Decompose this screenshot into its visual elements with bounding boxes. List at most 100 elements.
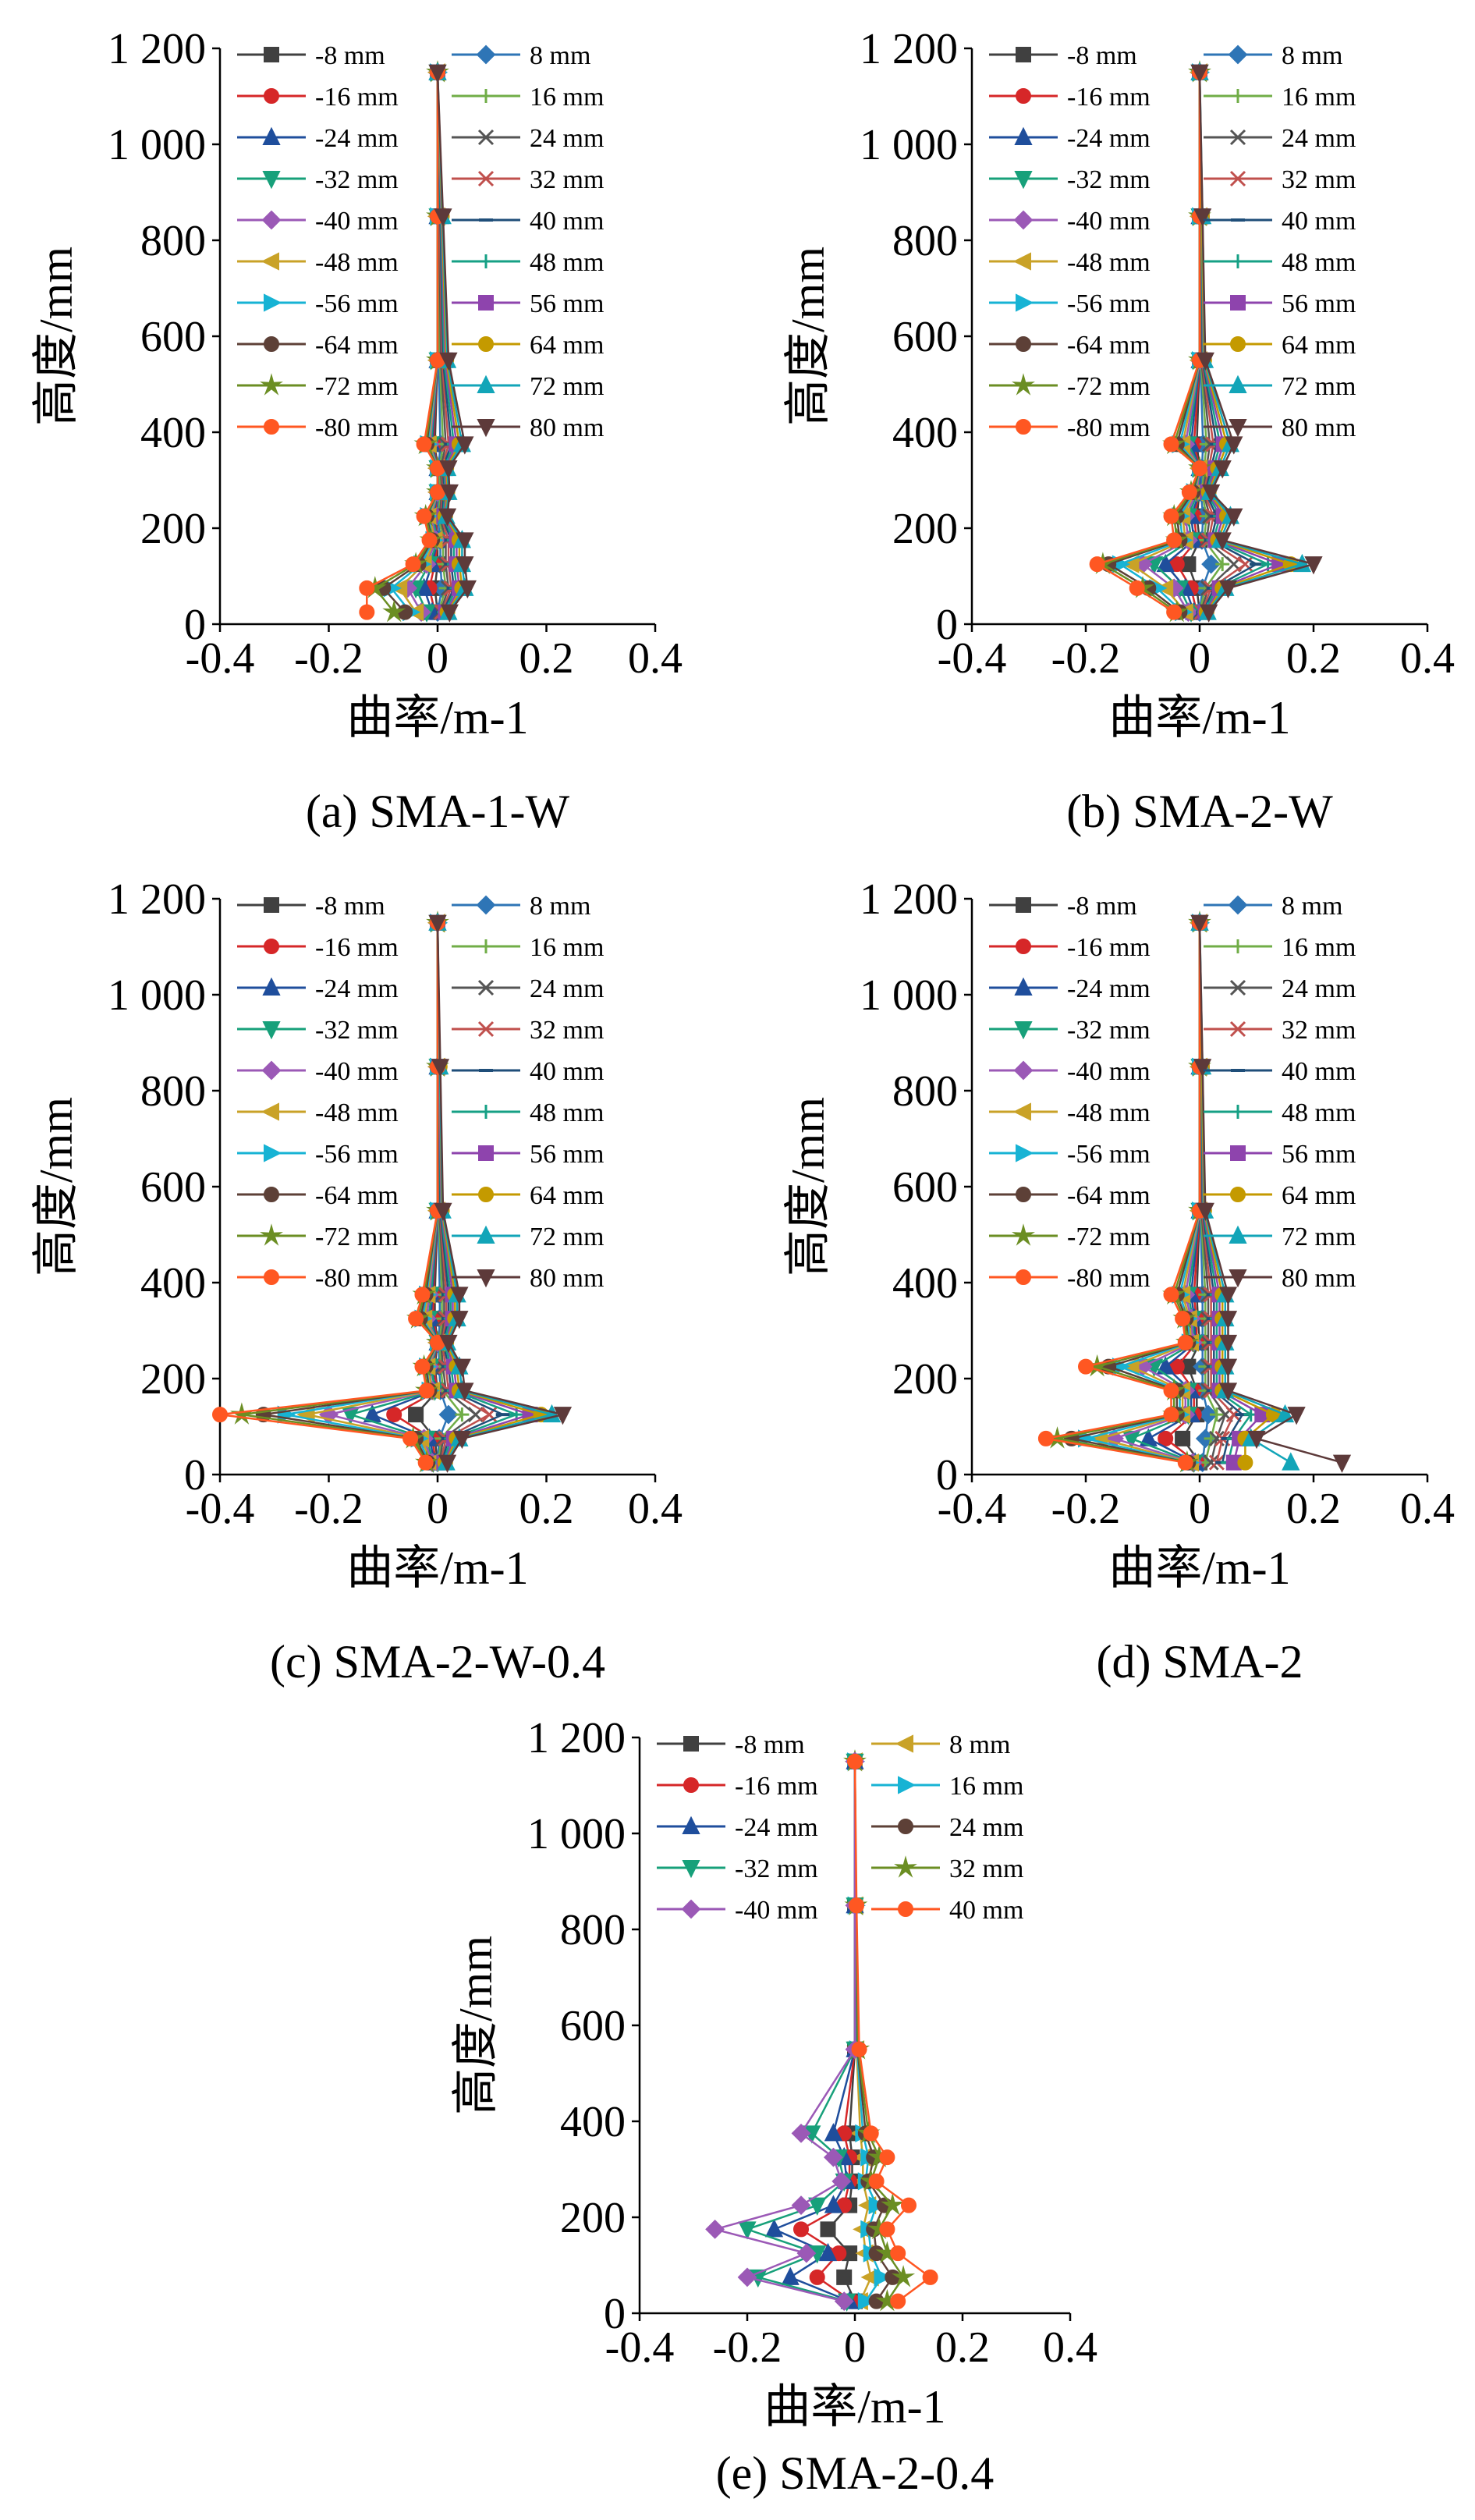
legend-item: -72 mm [237, 372, 399, 401]
legend-item: 16 mm [871, 1772, 1023, 1801]
x-tick-label: 0 [1189, 634, 1211, 683]
legend-marker [1016, 293, 1034, 312]
legend-item: 24 mm [452, 974, 604, 1003]
legend-item: -24 mm [237, 124, 399, 153]
data-point [1215, 557, 1230, 572]
legend-marker [1012, 373, 1035, 396]
data-point [359, 604, 375, 620]
legend-marker [264, 897, 279, 913]
legend-label: -8 mm [1067, 892, 1137, 921]
data-point [341, 1407, 360, 1425]
data-point [1218, 1382, 1238, 1401]
y-tick-label: 800 [140, 1067, 206, 1116]
data-point [1225, 508, 1243, 527]
legend-marker [264, 419, 279, 435]
legend-item: 32 mm [1204, 165, 1356, 194]
legend-marker [1229, 1225, 1247, 1244]
x-tick-label: 0 [427, 1485, 449, 1533]
legend-item: -56 mm [237, 289, 399, 318]
legend-item: -64 mm [989, 1181, 1151, 1210]
legend-marker [478, 295, 494, 311]
legend-item: -72 mm [989, 1223, 1151, 1251]
legend-item: -32 mm [657, 1855, 818, 1883]
legend-item: -16 mm [657, 1772, 818, 1801]
legend-item: -64 mm [237, 1181, 399, 1210]
data-point [414, 1287, 431, 1303]
legend-item: 56 mm [1204, 289, 1356, 318]
y-tick-label: 1 200 [108, 25, 206, 73]
x-tick-label: 0 [1189, 1485, 1211, 1533]
legend-marker [261, 1102, 279, 1121]
legend-marker [1016, 336, 1031, 352]
y-tick-label: 1 000 [108, 121, 206, 169]
legend-item: 32 mm [1204, 1016, 1356, 1045]
legend-item: 40 mm [1204, 207, 1356, 236]
data-point [1163, 1407, 1179, 1423]
legend-marker [264, 1269, 279, 1285]
data-point [1213, 532, 1232, 551]
legend-item: 56 mm [452, 289, 604, 318]
legend-label: -32 mm [315, 1016, 399, 1045]
data-point [1304, 556, 1323, 575]
legend-marker [478, 1145, 494, 1161]
legend-label: 56 mm [530, 289, 604, 318]
data-point [791, 2195, 811, 2216]
x-tick-label: -0.2 [294, 1485, 363, 1533]
legend-label: 80 mm [1282, 413, 1356, 442]
legend-item: -56 mm [989, 289, 1151, 318]
legend-marker [898, 1776, 917, 1794]
chart-panel-e: -0.4 -0.2 0 0.2 0.4 0 200 400 600 800 1 000 1 200 曲率… [450, 1714, 1097, 2499]
panel-caption: (a) SMA-1-W [306, 786, 570, 837]
legend-label: -32 mm [1067, 1016, 1151, 1045]
legend-label: 16 mm [530, 933, 604, 962]
legend-label: 40 mm [1282, 1057, 1356, 1086]
legend-label: -40 mm [735, 1896, 818, 1925]
legend-marker [479, 939, 493, 953]
legend: -8 mm 8 mm -16 mm 16 mm -24 mm 24 mm -32 mm 32 … [989, 41, 1356, 442]
legend-item: 64 mm [1204, 1181, 1356, 1210]
data-point [836, 2269, 853, 2285]
legend-item: -32 mm [989, 165, 1151, 194]
legend-label: -72 mm [1067, 1223, 1151, 1251]
legend-label: -32 mm [1067, 165, 1151, 194]
legend-item: -8 mm [237, 41, 385, 70]
legend-label: 48 mm [1282, 248, 1356, 277]
y-tick-label: 400 [140, 1259, 206, 1308]
legend-label: 8 mm [1282, 892, 1342, 921]
data-point [781, 2266, 800, 2285]
legend-marker [264, 1144, 282, 1162]
legend-label: 8 mm [949, 1730, 1010, 1759]
legend-marker [478, 336, 494, 352]
legend-item: -32 mm [237, 165, 399, 194]
y-tick-label: 0 [604, 2290, 626, 2338]
data-point [438, 1404, 459, 1425]
legend-label: -48 mm [315, 248, 399, 277]
legend-item: -8 mm [237, 892, 385, 921]
y-axis-label: 高度/mm [782, 1097, 834, 1276]
legend-marker [898, 1901, 913, 1917]
legend-item: -56 mm [989, 1140, 1151, 1169]
legend-marker [262, 171, 281, 190]
legend-item: 80 mm [452, 1264, 604, 1293]
data-point [452, 1430, 472, 1450]
y-tick-label: 800 [140, 217, 206, 265]
y-tick-label: 1 200 [527, 1714, 626, 1762]
y-tick-label: 0 [184, 1451, 206, 1500]
x-axis-label: 曲率/m-1 [1108, 692, 1290, 744]
legend-item: -48 mm [237, 1099, 399, 1127]
legend-item: 32 mm [452, 165, 604, 194]
data-point [1201, 484, 1221, 503]
legend-label: 56 mm [1282, 1140, 1356, 1169]
panel-caption: (d) SMA-2 [1097, 1636, 1303, 1688]
legend-item: -16 mm [237, 933, 399, 962]
legend-item: -8 mm [989, 892, 1137, 921]
x-axis-label: 曲率/m-1 [764, 2381, 945, 2433]
data-point [1190, 914, 1209, 933]
panel-caption: (b) SMA-2-W [1066, 786, 1333, 837]
data-point [764, 2219, 784, 2238]
legend-marker [1230, 1145, 1246, 1161]
legend-marker [476, 44, 496, 65]
legend-marker [261, 252, 279, 271]
legend-item: 40 mm [1204, 1057, 1356, 1086]
data-point [439, 460, 458, 479]
